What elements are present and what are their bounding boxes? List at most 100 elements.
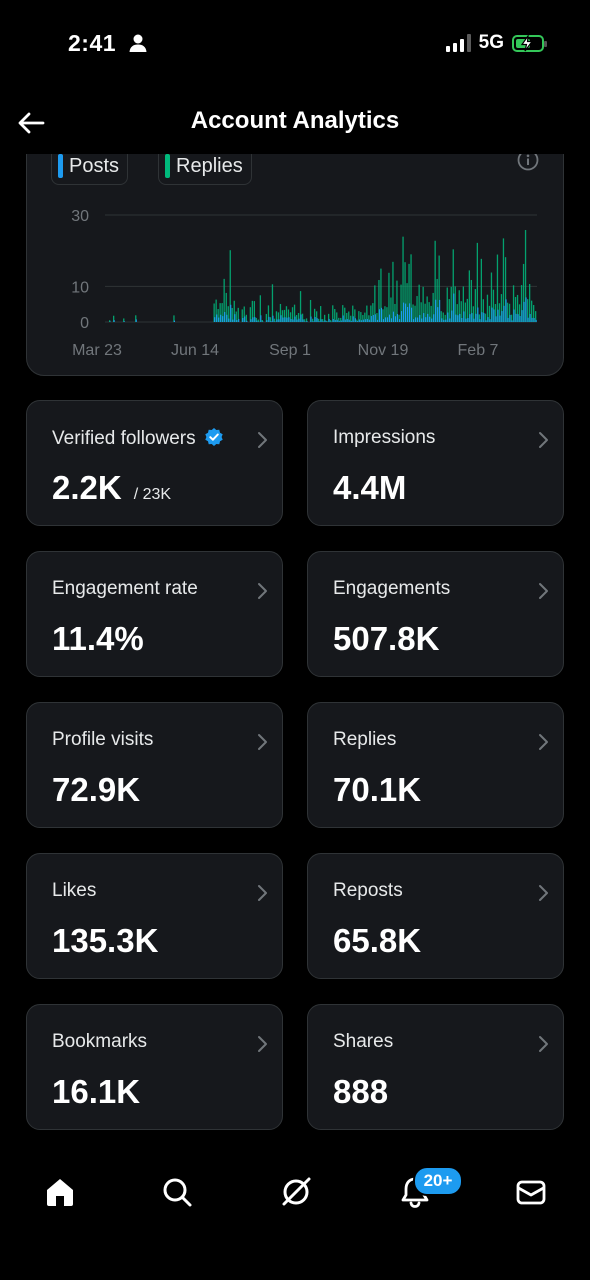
replies-bar [462, 286, 464, 322]
posts-bar [403, 302, 405, 322]
replies-bar [494, 304, 497, 322]
stat-card-replies[interactable]: Replies 70.1K [307, 702, 564, 828]
chevron-right-icon [537, 884, 549, 907]
stat-card-impressions[interactable]: Impressions 4.4M [307, 400, 564, 526]
replies-bar [454, 286, 456, 322]
posts-bar [513, 309, 515, 322]
posts-bar [475, 313, 477, 322]
replies-bar [504, 257, 507, 322]
replies-bar [223, 278, 225, 322]
replies-bar [328, 313, 330, 322]
posts-bar [384, 317, 386, 322]
posts-bar [266, 320, 268, 322]
replies-bar [464, 302, 466, 322]
posts-bar [491, 307, 493, 322]
stat-value: 72.9K [52, 771, 141, 808]
replies-bar [410, 254, 412, 322]
posts-bar [334, 319, 336, 322]
replies-bar [402, 236, 404, 322]
posts-bar [314, 317, 316, 322]
replies-bar [287, 309, 290, 322]
posts-bar [485, 320, 487, 322]
notifications-badge: 20+ [413, 1166, 463, 1196]
replies-bar [277, 312, 280, 322]
replies-bar [512, 285, 515, 322]
posts-bar [527, 317, 529, 322]
replies-bar [231, 307, 233, 322]
replies-bar [412, 304, 414, 322]
replies-bar [257, 319, 259, 322]
chevron-right-icon [256, 884, 268, 907]
posts-bar [411, 307, 413, 322]
posts-bar [318, 321, 320, 322]
replies-bar [320, 306, 322, 322]
replies-bar [346, 312, 348, 322]
replies-bar [340, 317, 342, 322]
posts-bar [276, 319, 278, 322]
replies-bar [297, 313, 300, 322]
stat-sub-value: / 23K [133, 486, 172, 503]
stat-card-engagements[interactable]: Engagements 507.8K [307, 551, 564, 677]
posts-bar [479, 319, 481, 322]
posts-bar [401, 311, 403, 322]
back-button[interactable] [14, 106, 48, 140]
posts-bar [425, 317, 427, 322]
posts-bar [509, 314, 511, 322]
posts-bar [489, 319, 491, 322]
replies-bar [478, 314, 480, 322]
replies-bar [531, 300, 533, 322]
chevron-right-icon [256, 733, 268, 756]
posts-bar [302, 319, 304, 322]
stat-card-bookmarks[interactable]: Bookmarks 16.1K [26, 1004, 283, 1130]
replies-bar [492, 289, 495, 322]
replies-bar [338, 317, 340, 322]
replies-bar [508, 303, 511, 322]
replies-bar [370, 305, 372, 322]
posts-bar [372, 314, 374, 322]
person-icon [128, 33, 148, 58]
stat-label: Verified followers [52, 428, 196, 449]
replies-bar [269, 317, 272, 322]
replies-bar [362, 315, 364, 322]
replies-bar [360, 312, 362, 322]
messages-icon[interactable] [511, 1172, 551, 1212]
posts-bar [352, 316, 354, 322]
battery-icon [512, 34, 547, 52]
replies-bar [233, 300, 235, 322]
x-tick-label: Feb 7 [458, 342, 499, 359]
posts-bar [260, 315, 262, 322]
replies-bar [390, 297, 392, 322]
posts-bar [356, 321, 358, 322]
posts-bar [306, 321, 308, 322]
grok-icon[interactable] [276, 1172, 316, 1212]
x-tick-label: Mar 23 [72, 342, 122, 359]
replies-bar [318, 318, 320, 322]
posts-bar [284, 317, 286, 322]
stat-card-verified-followers[interactable]: Verified followers 2.2K / 23K [26, 400, 283, 526]
posts-bar [342, 315, 344, 322]
stat-card-profile-visits[interactable]: Profile visits 72.9K [26, 702, 283, 828]
search-icon[interactable] [157, 1172, 197, 1212]
home-icon[interactable] [40, 1172, 80, 1212]
status-bar: 2:41 5G [0, 0, 590, 90]
stat-value: 16.1K [52, 1073, 141, 1110]
stat-card-engagement-rate[interactable]: Engagement rate 11.4% [26, 551, 283, 677]
posts-bar [501, 311, 503, 322]
legend-swatch-replies [165, 154, 171, 178]
posts-bar [447, 312, 449, 322]
y-tick-label: 10 [71, 279, 89, 296]
replies-bar [522, 263, 525, 322]
stat-card-shares[interactable]: Shares 888 [307, 1004, 564, 1130]
replies-bar [368, 315, 370, 322]
replies-bar [442, 312, 444, 322]
posts-bar [481, 312, 483, 322]
replies-bar [295, 315, 298, 322]
posts-bar [278, 319, 280, 322]
stat-label: Engagements [333, 578, 451, 599]
posts-bar [113, 320, 115, 322]
posts-bar [354, 318, 356, 322]
stat-card-reposts[interactable]: Reposts 65.8K [307, 853, 564, 979]
stat-card-likes[interactable]: Likes 135.3K [26, 853, 283, 979]
posts-bar [423, 313, 425, 322]
replies-bar [430, 305, 432, 322]
